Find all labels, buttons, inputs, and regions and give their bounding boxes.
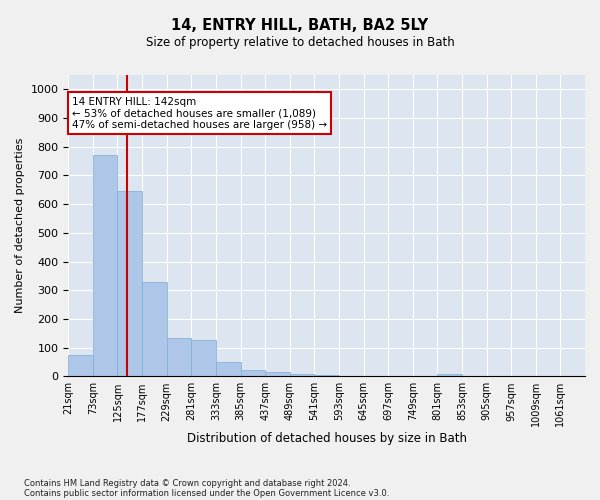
Bar [142, 282, 167, 376]
Bar [167, 338, 191, 376]
Bar [290, 374, 314, 376]
Bar [118, 191, 142, 376]
Bar [241, 370, 265, 376]
Bar [191, 340, 216, 376]
Bar [314, 374, 339, 376]
Text: Contains public sector information licensed under the Open Government Licence v3: Contains public sector information licen… [24, 488, 389, 498]
Bar [437, 374, 462, 376]
Text: Contains HM Land Registry data © Crown copyright and database right 2024.: Contains HM Land Registry data © Crown c… [24, 478, 350, 488]
Text: 14 ENTRY HILL: 142sqm
← 53% of detached houses are smaller (1,089)
47% of semi-d: 14 ENTRY HILL: 142sqm ← 53% of detached … [72, 96, 327, 130]
Text: 14, ENTRY HILL, BATH, BA2 5LY: 14, ENTRY HILL, BATH, BA2 5LY [172, 18, 428, 32]
Bar [93, 156, 118, 376]
Bar [216, 362, 241, 376]
Text: Size of property relative to detached houses in Bath: Size of property relative to detached ho… [146, 36, 454, 49]
Bar [265, 372, 290, 376]
X-axis label: Distribution of detached houses by size in Bath: Distribution of detached houses by size … [187, 432, 467, 445]
Bar [68, 355, 93, 376]
Y-axis label: Number of detached properties: Number of detached properties [15, 138, 25, 314]
